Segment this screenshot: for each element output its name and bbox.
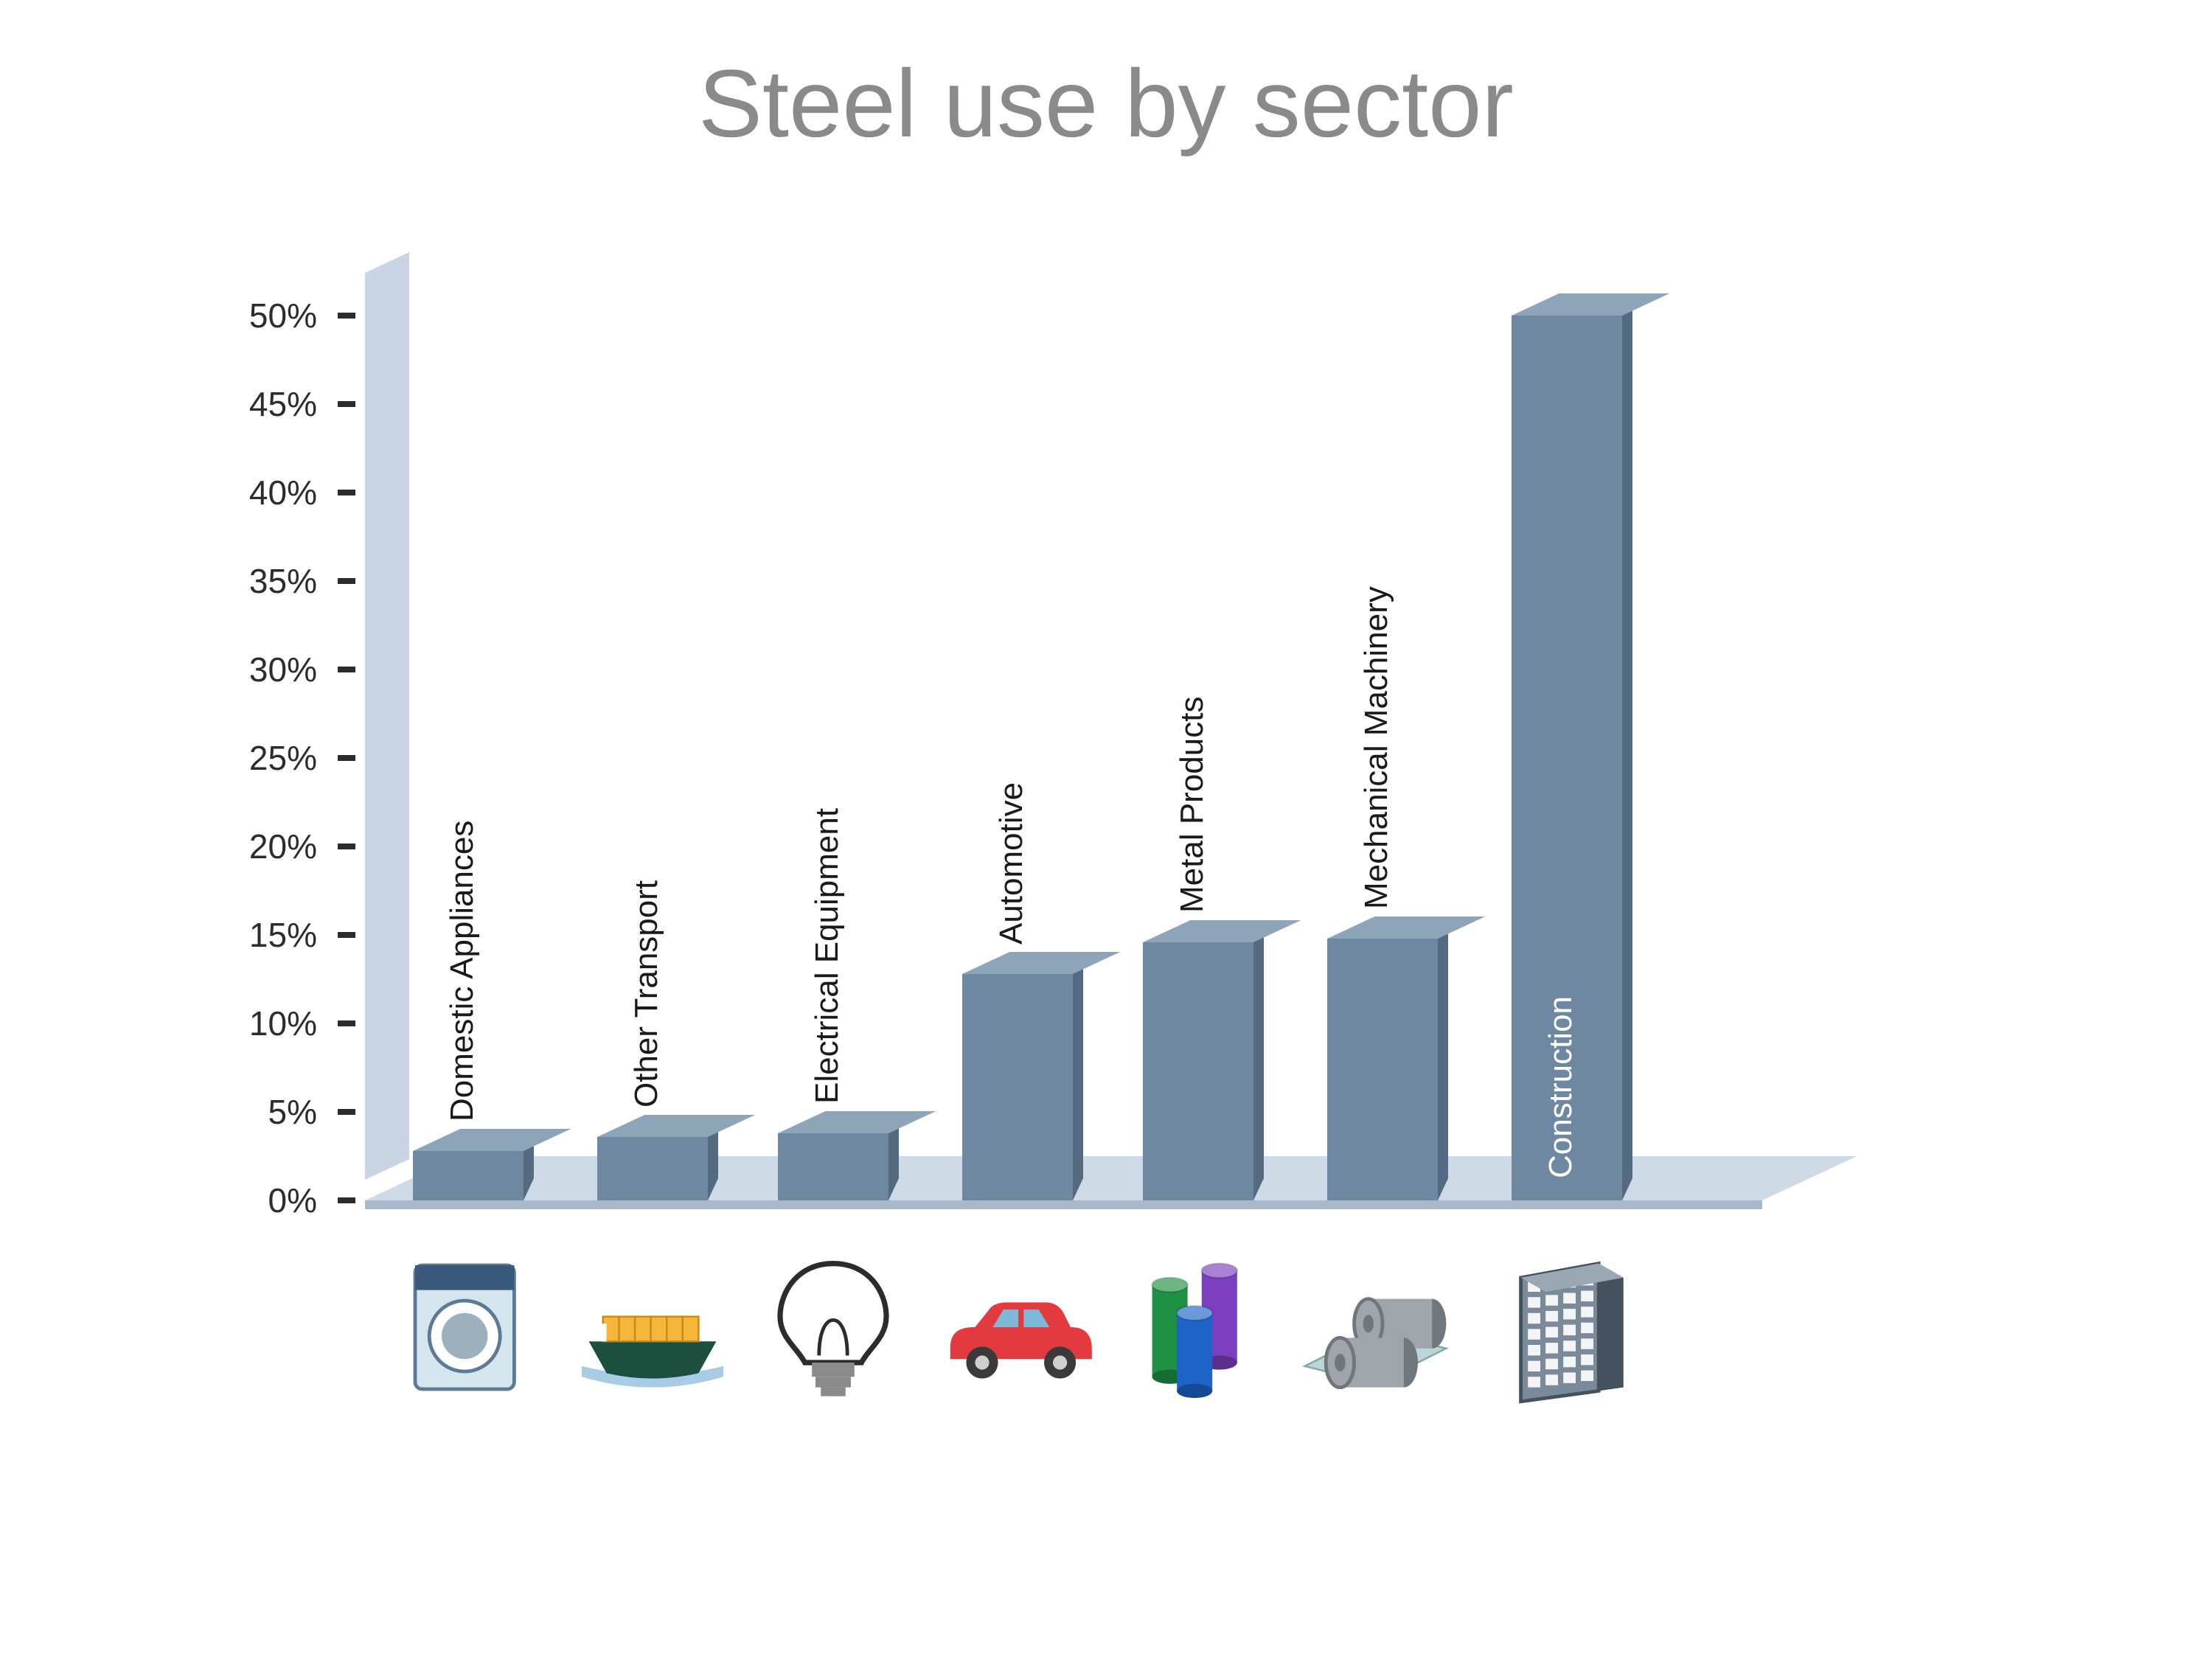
y-tick-label: 10%: [249, 1004, 317, 1043]
bar-side: [1073, 952, 1083, 1200]
bar: Electrical Equipment: [778, 1133, 888, 1200]
bar-side: [1622, 293, 1632, 1200]
y-tick-mark: [338, 1197, 355, 1203]
bar-top: [1327, 917, 1485, 939]
bar: Other Transport: [597, 1137, 708, 1200]
car-icon: [925, 1239, 1110, 1416]
bar-side: [1253, 920, 1264, 1200]
chart-title: Steel use by sector: [0, 48, 2212, 159]
y-tick-label: 40%: [249, 473, 317, 512]
bar-label: Metal Products: [1174, 696, 1211, 912]
bar-side: [1438, 917, 1448, 1200]
y-tick-mark: [338, 313, 355, 319]
ship-icon: [560, 1239, 745, 1416]
bar-label: Mechanical Machinery: [1358, 586, 1395, 909]
y-tick-label: 50%: [249, 296, 317, 335]
bar-label: Domestic Appliances: [444, 820, 481, 1121]
bar-top: [962, 952, 1120, 974]
bar-top: [1143, 920, 1301, 942]
bar-top: [778, 1111, 936, 1133]
bar-label: Other Transport: [628, 880, 665, 1107]
rolls-icon: [1290, 1239, 1475, 1416]
y-tick-mark: [338, 932, 355, 938]
y-tick-label: 45%: [249, 384, 317, 424]
y-tick-label: 0%: [268, 1180, 317, 1220]
bar-front: [597, 1137, 708, 1200]
y-tick-mark: [338, 1109, 355, 1115]
chart-floor-front: [365, 1200, 1762, 1209]
y-tick-label: 20%: [249, 827, 317, 866]
building-icon: [1475, 1239, 1659, 1416]
bar-front: [1143, 942, 1253, 1200]
y-tick-label: 5%: [268, 1092, 317, 1132]
chart-floor-top: [365, 1156, 1857, 1200]
y-tick-mark: [338, 578, 355, 584]
axis-back-wall: [365, 252, 409, 1180]
category-icons: [236, 1239, 1784, 1460]
page: Steel use by sector 0% 5% 10% 15% 20% 25% 30% 3…: [0, 0, 2212, 1659]
bar: Metal Products: [1143, 942, 1253, 1200]
bar: Domestic Appliances: [413, 1151, 524, 1200]
bar: Automotive: [962, 974, 1073, 1200]
y-tick-mark: [338, 490, 355, 495]
bar: Construction: [1512, 316, 1622, 1200]
y-tick-label: 15%: [249, 915, 317, 955]
bar-top: [597, 1115, 755, 1137]
bar-label: Construction: [1543, 996, 1579, 1178]
y-tick-label: 25%: [249, 738, 317, 778]
cans-icon: [1106, 1239, 1290, 1416]
y-tick-mark: [338, 1020, 355, 1026]
washer-icon: [376, 1239, 560, 1416]
bar-front: [962, 974, 1073, 1200]
y-tick-label: 30%: [249, 650, 317, 689]
y-tick-mark: [338, 667, 355, 672]
bulb-icon: [741, 1239, 925, 1416]
chart-area: 0% 5% 10% 15% 20% 25% 30% 35% 40% 45% 50% Domestic…: [236, 288, 1784, 1246]
y-tick-mark: [338, 844, 355, 849]
bar-label: Electrical Equipment: [809, 808, 846, 1104]
y-tick-label: 35%: [249, 561, 317, 601]
bar-label: Automotive: [993, 782, 1030, 945]
bar: Mechanical Machinery: [1327, 939, 1438, 1200]
y-tick-mark: [338, 755, 355, 761]
bar-top: [1512, 293, 1669, 316]
bar-top: [413, 1129, 571, 1151]
bar-front: [413, 1151, 524, 1200]
bar-front: [1327, 939, 1438, 1200]
y-tick-mark: [338, 401, 355, 407]
bar-front: [778, 1133, 888, 1200]
